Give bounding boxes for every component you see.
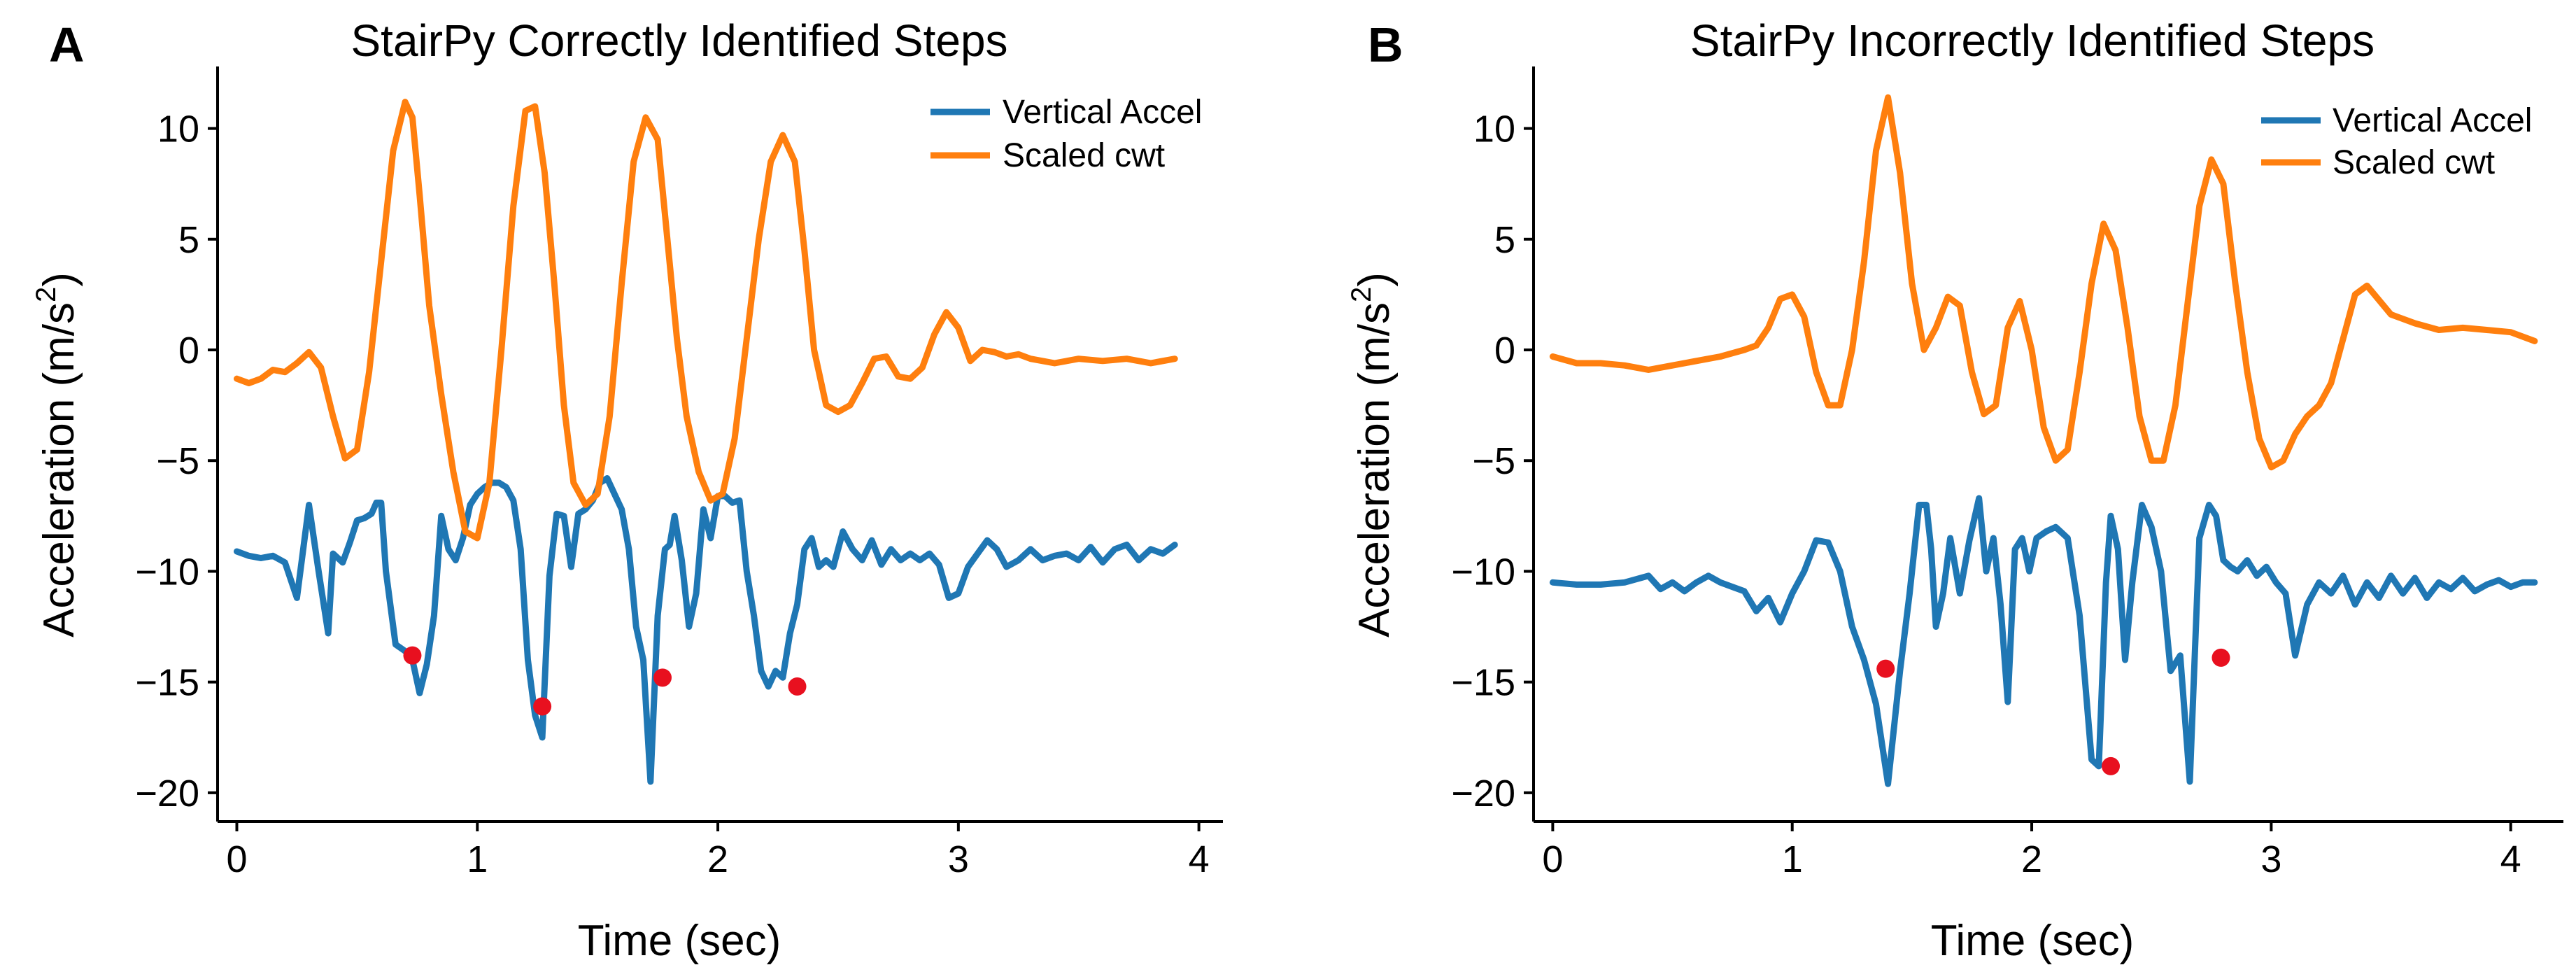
legend-label-vertical-accel-b: Vertical Accel — [2333, 102, 2532, 139]
x-tick-label-a: 4 — [1189, 838, 1210, 880]
y-tick-label-a: −20 — [135, 773, 199, 815]
y-axis-label-text-a: Acceleration (m/s — [35, 302, 83, 638]
plot-area-a — [234, 99, 1178, 785]
x-tick-label-a: 2 — [707, 838, 728, 880]
x-tick-label-a: 3 — [948, 838, 969, 880]
chart-title-a: StairPy Correctly Identified Steps — [351, 15, 1007, 66]
y-axis-label-a: Acceleration (m/s2) — [31, 272, 83, 638]
y-axis-label-end-a: ) — [35, 272, 83, 287]
y-tick-label-b: −5 — [1472, 440, 1515, 482]
chart-title-b: StairPy Incorrectly Identified Steps — [1690, 15, 2375, 66]
series-line-vertical-accel-b — [1549, 495, 2538, 787]
y-tick-label-b: 0 — [1494, 330, 1515, 372]
panel-b: B StairPy Incorrectly Identified Steps 1… — [1346, 15, 2563, 965]
x-tick-label-a: 1 — [467, 838, 488, 880]
legend-label-scaled-cwt-a: Scaled cwt — [1003, 137, 1165, 174]
series-line-scaled-cwt-a — [234, 99, 1178, 542]
plot-area-b — [1549, 94, 2538, 787]
series-line-scaled-cwt-b — [1549, 94, 2538, 471]
y-axis-label-end-b: ) — [1350, 272, 1399, 287]
step-marker-b — [2102, 756, 2121, 775]
x-axis-label-b: Time (sec) — [1931, 917, 2134, 965]
x-tick-label-b: 0 — [1542, 838, 1563, 880]
step-marker-b — [2211, 648, 2230, 667]
y-axis-label-sup-a: 2 — [31, 287, 62, 302]
y-ticks-a: 10 5 0 −5 −10 −15 −20 — [135, 108, 218, 815]
panel-a: A StairPy Correctly Identified Steps 105… — [31, 15, 1223, 965]
step-marker-a — [533, 697, 552, 716]
y-tick-label-a: −15 — [135, 662, 199, 704]
y-tick-label-a: 0 — [178, 330, 199, 372]
step-marker-a — [653, 668, 672, 687]
legend-a: Vertical Accel Scaled cwt — [930, 94, 1202, 174]
step-marker-b — [1876, 659, 1895, 678]
y-tick-label-a: −10 — [135, 551, 199, 593]
legend-b: Vertical Accel Scaled cwt — [2261, 102, 2532, 181]
x-ticks-a: 0 1 2 3 4 — [226, 822, 1210, 880]
y-ticks-b: 10 5 0 −5 −10 −15 −20 — [1451, 108, 1534, 815]
step-marker-a — [788, 677, 807, 696]
step-marker-a — [403, 646, 422, 665]
y-tick-label-a: 10 — [157, 108, 199, 150]
x-tick-label-b: 2 — [2021, 838, 2042, 880]
x-tick-label-b: 4 — [2500, 838, 2521, 880]
y-axis-label-b: Acceleration (m/s2) — [1346, 272, 1399, 638]
y-axis-label-sup-b: 2 — [1346, 287, 1377, 302]
y-tick-label-b: 5 — [1494, 219, 1515, 261]
legend-label-vertical-accel-a: Vertical Accel — [1003, 94, 1202, 131]
panel-letter-a: A — [49, 17, 85, 72]
y-tick-label-a: 5 — [178, 219, 199, 261]
y-axis-label-text-b: Acceleration (m/s — [1350, 302, 1399, 638]
x-tick-label-b: 1 — [1782, 838, 1803, 880]
x-tick-label-a: 0 — [226, 838, 247, 880]
x-ticks-b: 0 1 2 3 4 — [1542, 822, 2521, 880]
y-tick-label-b: −10 — [1451, 551, 1515, 593]
panel-letter-b: B — [1368, 17, 1403, 72]
y-tick-label-b: 10 — [1473, 108, 1515, 150]
x-axis-label-a: Time (sec) — [578, 917, 781, 965]
y-tick-label-a: −5 — [156, 440, 199, 482]
legend-label-scaled-cwt-b: Scaled cwt — [2333, 144, 2495, 181]
y-tick-label-b: −15 — [1451, 662, 1515, 704]
x-tick-label-b: 3 — [2260, 838, 2281, 880]
series-line-vertical-accel-a — [234, 475, 1178, 785]
y-tick-label-b: −20 — [1451, 773, 1515, 815]
